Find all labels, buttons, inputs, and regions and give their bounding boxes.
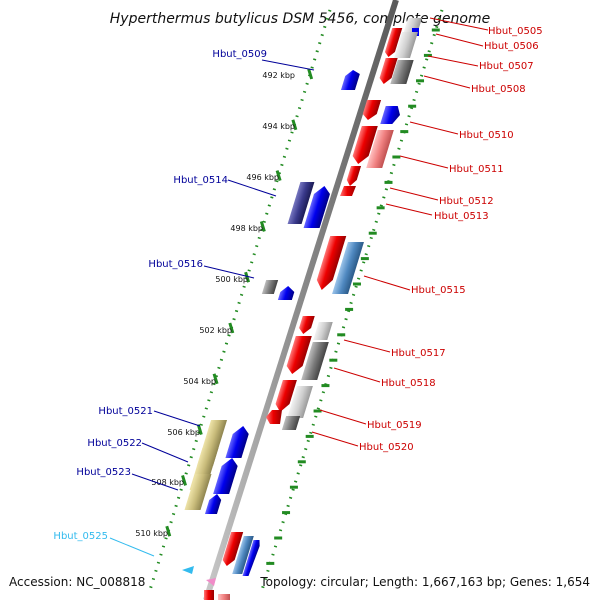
gene-feature-hbut-0507[interactable] [378,58,414,84]
map-title: Hyperthermus butylicus DSM 5456, complet… [110,11,490,27]
label-text-hbut-0509: Hbut_0509 [212,49,267,60]
accession-text: Accession: NC_008818 [9,575,145,589]
kbp-tick [307,68,314,80]
scale-label-508: 508 kbp [151,478,184,487]
label-hbut-0505[interactable]: Hbut_0505 [429,17,543,37]
label-hbut-0525[interactable]: Hbut_0525 [53,531,155,557]
label-text-hbut-0511: Hbut_0511 [449,164,504,175]
scale-label-498: 498 kbp [230,224,263,233]
gene-feature-bottom-cluster[interactable] [204,532,262,600]
scale-label-496: 496 kbp [246,173,279,182]
label-text-hbut-0521: Hbut_0521 [98,406,153,417]
genome-summary-text: Topology: circular; Length: 1,667,163 bp… [259,575,590,589]
kbp-tick [165,525,172,537]
scale-label-494: 494 kbp [262,122,295,131]
gene-feature-hbut-0516[interactable] [261,280,296,300]
label-text-hbut-0525: Hbut_0525 [53,531,108,542]
label-hbut-0512[interactable]: Hbut_0512 [389,187,494,207]
label-text-hbut-0512: Hbut_0512 [439,196,494,207]
gene-feature-hbut-0509[interactable] [340,70,361,90]
kbp-ticks [165,68,314,537]
gene-feature-hbut-0518[interactable] [284,336,329,380]
gene-feature-hbut-0514[interactable] [287,182,333,228]
gene-feature-hbut-0523[interactable] [184,474,223,514]
scale-label-506: 506 kbp [167,428,200,437]
gene-feature-hbut-0517[interactable] [297,316,333,340]
gene-feature-hbut-0506[interactable] [383,28,418,58]
label-hbut-0509[interactable]: Hbut_0509 [212,49,315,71]
label-text-hbut-0514: Hbut_0514 [173,175,228,186]
label-hbut-0523[interactable]: Hbut_0523 [76,467,179,491]
gene-feature-hbut-0515[interactable] [314,236,364,294]
right-ticks [266,28,440,565]
genome-backbone [203,0,399,600]
label-text-hbut-0517: Hbut_0517 [391,348,446,359]
label-hbut-0515[interactable]: Hbut_0515 [363,275,466,296]
label-text-hbut-0510: Hbut_0510 [459,130,514,141]
scale-label-504: 504 kbp [183,377,216,386]
label-text-hbut-0508: Hbut_0508 [471,84,526,95]
kbp-tick [259,220,266,232]
kbp-tick [181,474,187,486]
kbp-tick [212,373,219,385]
label-hbut-0507[interactable]: Hbut_0507 [427,55,534,72]
label-hbut-0522[interactable]: Hbut_0522 [87,438,189,463]
label-hbut-0510[interactable]: Hbut_0510 [409,121,514,141]
label-text-hbut-0523: Hbut_0523 [76,467,131,478]
label-hbut-0519[interactable]: Hbut_0519 [319,409,422,431]
scale-label-510: 510 kbp [135,529,168,538]
kbp-tick [244,271,251,283]
gene-feature-hbut-0510[interactable] [361,100,403,124]
label-text-hbut-0522: Hbut_0522 [87,438,142,449]
label-text-hbut-0520: Hbut_0520 [359,442,414,453]
gene-feature-hbut-0520[interactable] [266,410,301,430]
gene-feature-hbut-0513[interactable] [340,186,356,196]
kbp-tick [275,170,282,182]
label-hbut-0513[interactable]: Hbut_0513 [385,203,489,222]
kbp-tick [196,424,203,436]
label-hbut-0518[interactable]: Hbut_0518 [333,367,436,389]
label-text-hbut-0518: Hbut_0518 [381,378,436,389]
gene-feature-hbut-0525[interactable] [182,566,216,586]
label-hbut-0517[interactable]: Hbut_0517 [343,339,446,359]
label-hbut-0514[interactable]: Hbut_0514 [173,175,277,197]
label-hbut-0520[interactable]: Hbut_0520 [311,431,414,453]
kbp-tick [228,322,235,334]
scale-label-500: 500 kbp [215,275,248,284]
label-hbut-0516[interactable]: Hbut_0516 [148,259,255,279]
kbp-tick [291,119,298,131]
label-hbut-0521[interactable]: Hbut_0521 [98,406,201,427]
label-text-hbut-0505: Hbut_0505 [488,26,543,37]
gene-feature-hbut-0512[interactable] [345,166,362,186]
gene-feature-hbut-0511[interactable] [350,126,394,168]
label-text-hbut-0507: Hbut_0507 [479,61,534,72]
scale-label-502: 502 kbp [199,326,232,335]
label-hbut-0511[interactable]: Hbut_0511 [399,155,504,175]
label-text-hbut-0513: Hbut_0513 [434,211,489,222]
label-text-hbut-0519: Hbut_0519 [367,420,422,431]
gene-feature-hbut-0519[interactable] [273,380,313,418]
label-hbut-0508[interactable]: Hbut_0508 [423,75,526,95]
label-hbut-0506[interactable]: Hbut_0506 [435,33,539,52]
label-text-hbut-0515: Hbut_0515 [411,285,466,296]
label-text-hbut-0516: Hbut_0516 [148,259,203,270]
scale-label-492: 492 kbp [262,71,295,80]
label-text-hbut-0506: Hbut_0506 [484,41,539,52]
